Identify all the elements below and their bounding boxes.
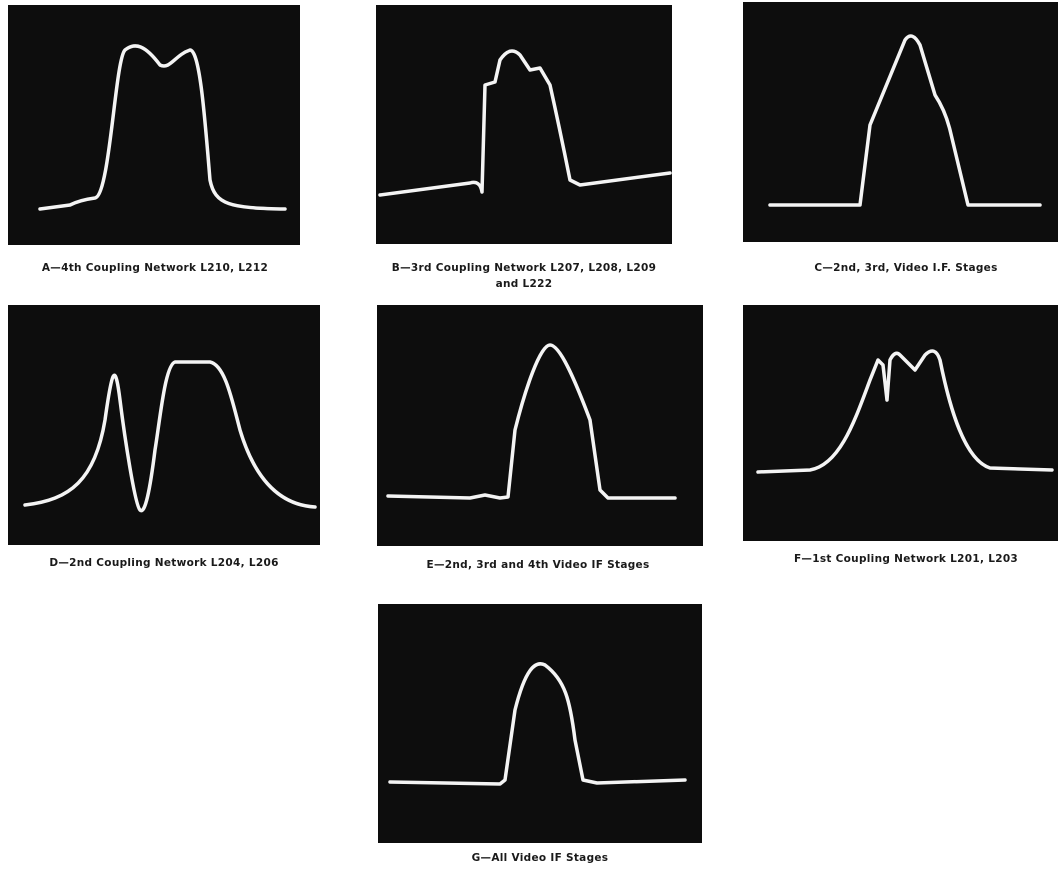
caption: D—2nd Coupling Network L204, L206 (49, 557, 278, 569)
caption: A—4th Coupling Network L210, L212 (42, 262, 268, 274)
caption: B—3rd Coupling Network L207, L208, L209 (392, 262, 656, 274)
panel-g: G—All Video IF Stages (378, 604, 702, 864)
scope-screen (378, 604, 702, 843)
panel-c: C—2nd, 3rd, Video I.F. Stages (743, 2, 1058, 274)
scope-screen (743, 305, 1058, 541)
panel-e: E—2nd, 3rd and 4th Video IF Stages (377, 305, 703, 571)
scope-screen (377, 305, 703, 546)
panel-b: B—3rd Coupling Network L207, L208, L209 … (376, 5, 672, 290)
scope-screen (376, 5, 672, 244)
caption: F—1st Coupling Network L201, L203 (794, 553, 1018, 565)
panel-f: F—1st Coupling Network L201, L203 (743, 305, 1058, 565)
figure: A—4th Coupling Network L210, L212 B—3rd … (0, 0, 1058, 869)
caption: C—2nd, 3rd, Video I.F. Stages (814, 262, 997, 274)
panel-a: A—4th Coupling Network L210, L212 (8, 5, 300, 274)
caption: E—2nd, 3rd and 4th Video IF Stages (427, 559, 650, 571)
panel-d: D—2nd Coupling Network L204, L206 (8, 305, 320, 569)
scope-screen (8, 305, 320, 545)
caption: and L222 (496, 278, 553, 290)
caption: G—All Video IF Stages (472, 852, 609, 864)
